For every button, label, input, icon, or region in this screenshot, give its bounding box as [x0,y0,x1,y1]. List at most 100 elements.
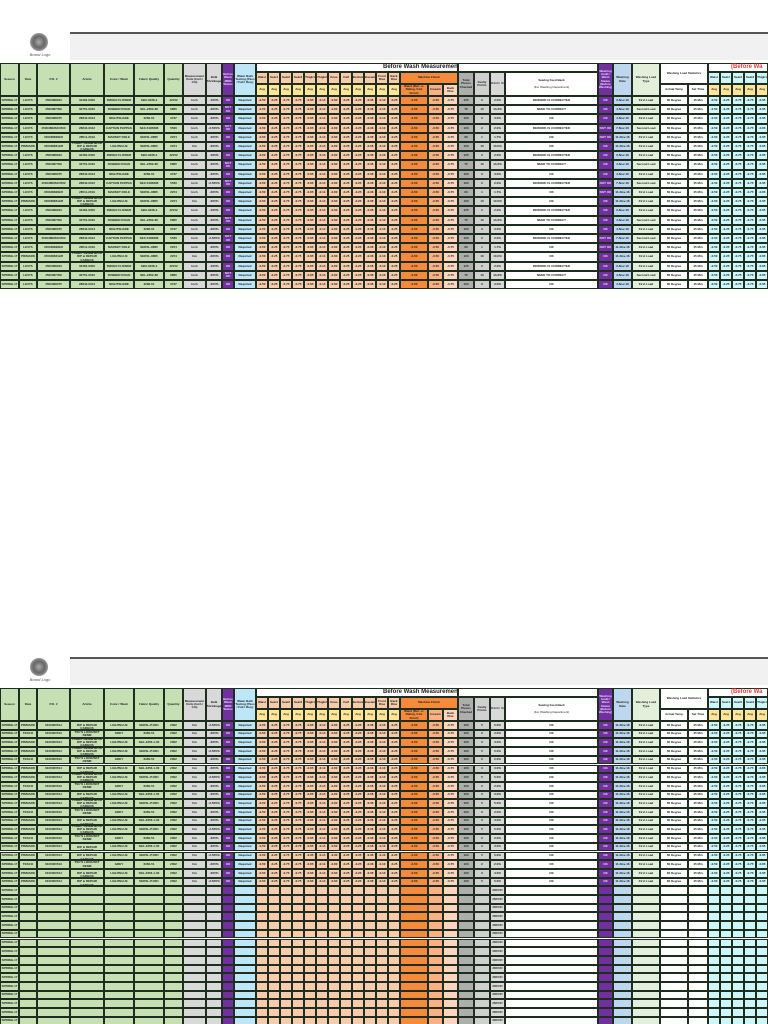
cell-empty[interactable] [164,912,183,922]
cell-empty[interactable] [505,964,598,974]
cell-empty[interactable] [268,955,280,965]
cell-sewing-feedback[interactable]: OK [505,781,598,791]
cell-empty[interactable] [376,895,388,904]
cell-empty[interactable] [632,999,660,1009]
cell-empty[interactable] [376,973,388,982]
cell-sewing-feedback[interactable]: REWORK IS CORRECTED [505,123,598,133]
cell-empty[interactable] [613,955,632,965]
cell-empty[interactable] [19,912,37,922]
cell-empty[interactable] [328,921,340,930]
cell-empty[interactable] [316,912,328,922]
cell-empty[interactable] [304,912,316,922]
cell-empty[interactable] [458,1016,474,1024]
cell-empty[interactable] [70,938,104,948]
cell-empty[interactable] [688,938,708,948]
cell-empty[interactable] [443,982,458,991]
cell-empty[interactable] [388,982,400,991]
cell-empty[interactable] [280,990,292,1000]
cell-sewing-feedback[interactable]: OK [505,747,598,756]
cell-empty[interactable] [400,912,428,922]
cell-empty[interactable] [632,1008,660,1017]
cell-empty[interactable] [660,999,688,1009]
cell-empty[interactable] [364,1008,376,1017]
cell-empty[interactable] [632,912,660,922]
cell-empty[interactable] [598,973,613,982]
cell-empty[interactable] [660,921,688,930]
cell-empty[interactable] [376,964,388,974]
cell-empty[interactable] [268,999,280,1009]
cell-empty[interactable] [164,1008,183,1017]
cell-empty[interactable] [134,1016,164,1024]
cell-empty[interactable] [268,886,280,895]
cell-empty[interactable] [688,973,708,982]
cell-empty[interactable] [364,982,376,991]
cell-empty[interactable] [688,895,708,904]
cell-empty[interactable] [364,938,376,948]
cell-empty[interactable] [234,1016,256,1024]
cell-empty[interactable] [268,929,280,939]
cell-empty[interactable] [352,982,364,991]
cell-empty[interactable] [364,929,376,939]
cell-empty[interactable] [708,973,720,982]
cell-empty[interactable] [376,929,388,939]
cell-empty[interactable] [206,990,222,1000]
cell-empty[interactable] [37,929,70,939]
cell-empty[interactable] [474,895,490,904]
cell-empty[interactable] [134,1008,164,1017]
cell-empty[interactable] [328,947,340,956]
cell-empty[interactable] [688,990,708,1000]
cell-empty[interactable] [443,912,458,922]
cell-empty[interactable] [613,973,632,982]
cell-empty[interactable] [234,929,256,939]
cell-empty[interactable] [37,886,70,895]
cell-empty[interactable] [474,938,490,948]
cell-empty[interactable] [443,886,458,895]
cell-empty[interactable] [756,929,768,939]
cell-empty[interactable] [183,990,206,1000]
cell-empty[interactable] [732,912,744,922]
cell-empty[interactable] [292,964,304,974]
cell-empty[interactable] [340,912,352,922]
cell-empty[interactable] [19,921,37,930]
cell-empty[interactable] [474,1008,490,1017]
cell-empty[interactable] [340,973,352,982]
cell-empty[interactable] [708,947,720,956]
cell-empty[interactable] [292,938,304,948]
cell-empty[interactable] [458,886,474,895]
cell-empty[interactable] [234,947,256,956]
cell-empty[interactable] [613,895,632,904]
cell-empty[interactable] [613,1016,632,1024]
cell-empty[interactable] [400,1008,428,1017]
cell-empty[interactable] [340,999,352,1009]
cell-empty[interactable] [756,886,768,895]
cell-empty[interactable] [744,947,756,956]
cell-empty[interactable] [256,921,268,930]
cell-empty[interactable] [304,903,316,913]
cell-empty[interactable] [316,929,328,939]
cell-sewing-feedback[interactable]: OK [505,842,598,852]
cell-sewing-feedback[interactable]: OK [505,169,598,179]
cell-empty[interactable] [756,1008,768,1017]
cell-empty[interactable] [340,982,352,991]
cell-empty[interactable] [104,895,134,904]
cell-empty[interactable] [352,912,364,922]
cell-empty[interactable] [304,955,316,965]
cell-empty[interactable] [206,964,222,974]
cell-empty[interactable] [388,912,400,922]
cell-empty[interactable] [292,903,304,913]
cell-empty[interactable] [756,903,768,913]
cell-empty[interactable] [505,895,598,904]
cell-empty[interactable] [292,947,304,956]
cell-empty[interactable] [632,886,660,895]
cell-empty[interactable] [292,929,304,939]
cell-empty[interactable] [280,895,292,904]
cell-empty[interactable] [744,903,756,913]
cell-empty[interactable] [744,886,756,895]
cell-empty[interactable] [376,947,388,956]
cell-empty[interactable] [134,990,164,1000]
cell-empty[interactable] [37,903,70,913]
cell-empty[interactable] [400,990,428,1000]
cell-empty[interactable] [316,999,328,1009]
cell-empty[interactable] [364,1016,376,1024]
cell-empty[interactable] [292,999,304,1009]
